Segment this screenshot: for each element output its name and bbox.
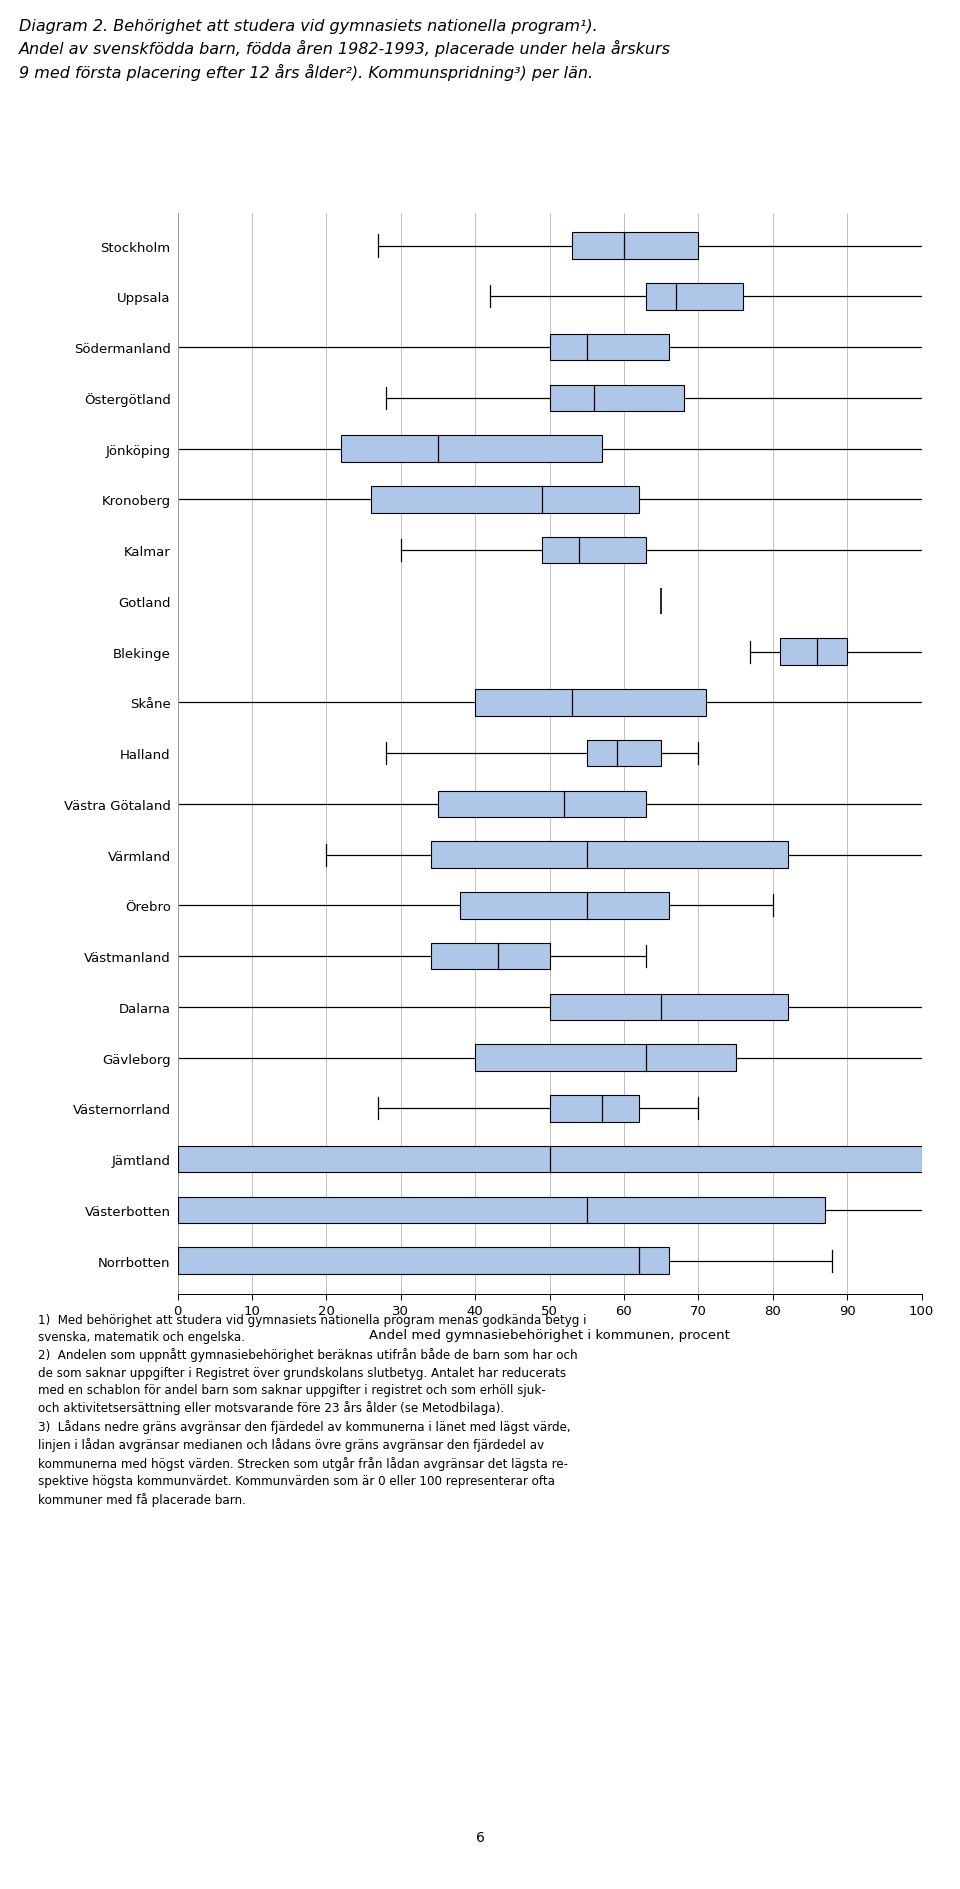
FancyBboxPatch shape [178,1198,825,1224]
FancyBboxPatch shape [549,1096,638,1122]
FancyBboxPatch shape [178,1249,668,1275]
FancyBboxPatch shape [430,842,787,869]
FancyBboxPatch shape [549,994,787,1020]
X-axis label: Andel med gymnasiebehörighet i kommunen, procent: Andel med gymnasiebehörighet i kommunen,… [370,1328,730,1341]
FancyBboxPatch shape [438,791,646,818]
FancyBboxPatch shape [342,436,602,463]
FancyBboxPatch shape [549,385,684,412]
FancyBboxPatch shape [475,1045,735,1071]
FancyBboxPatch shape [542,538,646,565]
Text: 6: 6 [475,1830,485,1844]
FancyBboxPatch shape [549,334,668,361]
FancyBboxPatch shape [430,943,549,969]
FancyBboxPatch shape [780,638,847,665]
FancyBboxPatch shape [460,893,668,920]
FancyBboxPatch shape [371,487,638,514]
FancyBboxPatch shape [475,689,706,716]
Text: Diagram 2. Behörighet att studera vid gymnasiets nationella program¹).
Andel av : Diagram 2. Behörighet att studera vid gy… [19,19,671,81]
FancyBboxPatch shape [646,283,743,310]
FancyBboxPatch shape [587,740,661,767]
Text: 1)  Med behörighet att studera vid gymnasiets nationella program menas godkända : 1) Med behörighet att studera vid gymnas… [38,1313,587,1506]
FancyBboxPatch shape [572,232,698,259]
FancyBboxPatch shape [178,1147,922,1173]
